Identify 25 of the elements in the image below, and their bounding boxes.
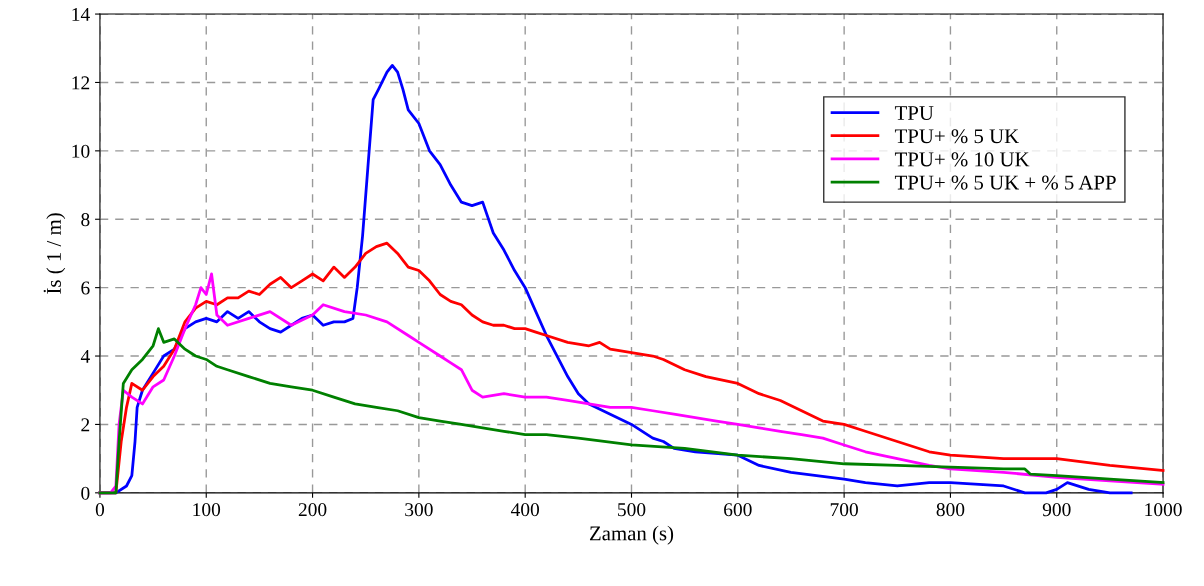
y-tick-label: 6 bbox=[81, 281, 90, 295]
legend-label: TPU+ % 5 UK + % 5 APP bbox=[894, 175, 1116, 190]
x-axis-title: Zaman (s) bbox=[589, 525, 674, 545]
x-tick-label: 300 bbox=[405, 503, 433, 517]
y-tick-label: 2 bbox=[81, 418, 90, 432]
y-tick-label: 12 bbox=[72, 76, 90, 90]
x-tick-label: 0 bbox=[95, 503, 105, 517]
legend-label: TPU bbox=[894, 106, 934, 121]
y-tick-label: 10 bbox=[72, 144, 90, 158]
y-axis-title: İs ( 1 / m) bbox=[43, 213, 66, 294]
x-tick-label: 800 bbox=[936, 503, 965, 517]
x-tick-label: 200 bbox=[298, 503, 327, 517]
x-tick-label: 500 bbox=[618, 503, 646, 517]
y-tick-label: 4 bbox=[80, 349, 90, 363]
x-tick-label: 400 bbox=[510, 503, 540, 517]
x-tick-label: 600 bbox=[724, 503, 752, 517]
legend-label: TPU+ % 5 UK bbox=[894, 129, 1019, 144]
y-tick-label: 8 bbox=[81, 213, 90, 227]
y-tick-label: 0 bbox=[81, 486, 90, 500]
x-tick-label: 700 bbox=[830, 503, 858, 517]
y-tick-label: 14 bbox=[72, 7, 90, 21]
x-tick-label: 1000 bbox=[1145, 503, 1182, 517]
legend-label: TPU+ % 10 UK bbox=[894, 152, 1030, 167]
x-tick-label: 100 bbox=[193, 503, 221, 517]
x-tick-label: 900 bbox=[1042, 503, 1071, 517]
